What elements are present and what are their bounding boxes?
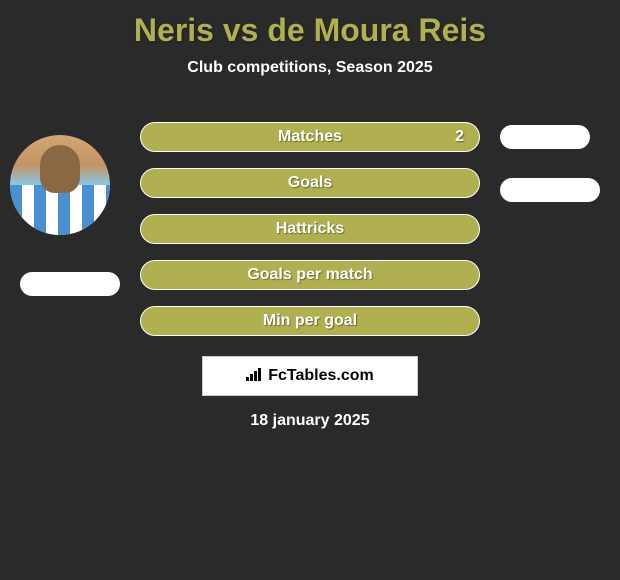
stat-bar-hattricks: Hattricks (140, 214, 480, 244)
stat-bar-goals: Goals (140, 168, 480, 198)
stat-label: Goals (288, 174, 332, 192)
stat-label: Goals per match (247, 266, 372, 284)
stat-bar-min-per-goal: Min per goal (140, 306, 480, 336)
stat-label: Hattricks (276, 220, 344, 238)
brand-logo-box: FcTables.com (202, 356, 418, 396)
pill-left (20, 272, 120, 296)
stat-label: Min per goal (263, 312, 357, 330)
stat-bar-goals-per-match: Goals per match (140, 260, 480, 290)
season-subtitle: Club competitions, Season 2025 (0, 59, 620, 77)
stat-bar-matches: Matches 2 (140, 122, 480, 152)
brand-text: FcTables.com (268, 367, 374, 385)
player-avatar-left (10, 135, 110, 235)
avatar-face (40, 145, 80, 193)
stat-value: 2 (455, 128, 464, 146)
stat-label: Matches (278, 128, 342, 146)
infographic-date: 18 january 2025 (0, 412, 620, 430)
chart-icon (246, 367, 264, 386)
avatar-image (10, 135, 110, 235)
pill-right-2 (500, 178, 600, 202)
comparison-title: Neris vs de Moura Reis (0, 0, 620, 49)
pill-right-1 (500, 125, 590, 149)
